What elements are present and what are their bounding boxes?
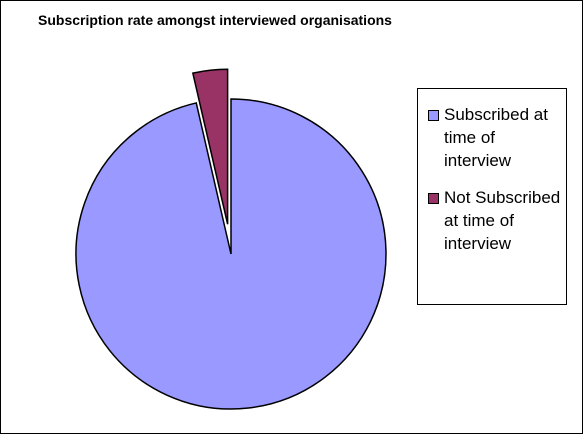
legend-item: Subscribed at time of interview — [428, 103, 566, 172]
chart-title: Subscription rate amongst interviewed or… — [38, 12, 392, 28]
legend-label: Subscribed at time of interview — [444, 105, 548, 170]
legend-label: Not Subscribed at time of interview — [444, 188, 561, 253]
legend: Subscribed at time of interview Not Subsc… — [417, 88, 567, 305]
pie-slice — [191, 68, 229, 225]
legend-swatch — [428, 193, 439, 204]
pie-slice — [75, 98, 387, 410]
legend-swatch — [428, 110, 439, 121]
legend-item: Not Subscribed at time of interview — [428, 186, 566, 255]
